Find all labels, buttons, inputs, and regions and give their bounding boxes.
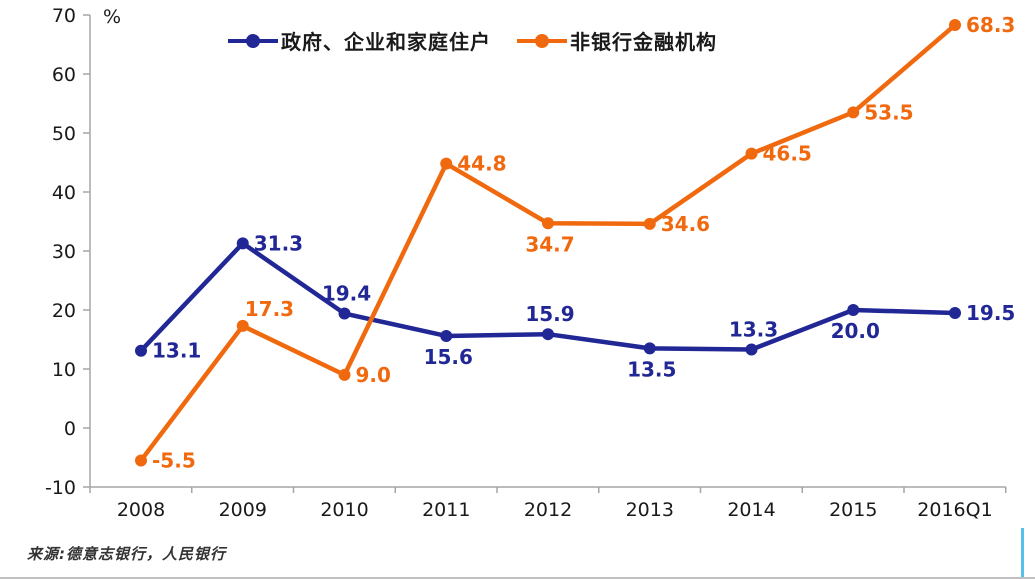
data-point-marker xyxy=(338,307,351,320)
legend-item-government-enterprises-households[interactable]: 政府、企业和家庭住户 xyxy=(228,26,491,55)
data-point-marker xyxy=(949,306,961,319)
data-point-label: 19.4 xyxy=(322,282,371,306)
data-point-label: 9.0 xyxy=(356,363,391,387)
line-dot-marker-icon xyxy=(517,33,567,48)
data-point-label: 34.7 xyxy=(525,232,574,256)
data-point-label: 13.1 xyxy=(152,339,201,363)
line-dot-marker-icon xyxy=(228,33,278,48)
data-point-label: 15.9 xyxy=(525,302,574,326)
data-point-label: 19.5 xyxy=(966,301,1015,325)
data-point-marker xyxy=(135,344,147,357)
data-point-label: 20.0 xyxy=(831,319,880,343)
data-point-marker xyxy=(542,328,554,341)
legend-label: 政府、企业和家庭住户 xyxy=(281,30,491,54)
y-axis-tick-label: 50 xyxy=(52,123,76,145)
x-axis-category-label: 2008 xyxy=(117,499,165,521)
data-point-label: 13.3 xyxy=(729,318,778,342)
x-axis-category-label: 2009 xyxy=(219,499,267,521)
data-point-marker xyxy=(643,342,656,355)
y-axis-tick-label: 10 xyxy=(52,359,76,381)
data-point-marker xyxy=(440,157,453,170)
data-point-marker xyxy=(542,217,554,230)
y-axis-tick-label: 0 xyxy=(64,418,76,440)
data-point-label: 15.6 xyxy=(424,345,473,369)
line-chart-plot-area: -10 0 10 20 30 40 50 60 70 2008 2009 2010 2011 2012 20… xyxy=(45,5,1015,521)
data-point-marker xyxy=(847,106,860,119)
data-point-marker xyxy=(440,329,453,342)
legend-item-nonbank-financial-institutions[interactable]: 非银行金融机构 xyxy=(517,26,717,55)
data-point-marker xyxy=(847,304,860,316)
window-scrollbar-artifact xyxy=(1021,528,1024,577)
y-axis-tick-label: 40 xyxy=(52,182,76,204)
y-axis-tick-label: 70 xyxy=(52,5,76,27)
legend-label: 非银行金融机构 xyxy=(570,30,717,54)
data-point-label: 13.5 xyxy=(627,357,676,381)
y-axis-tick-label: 20 xyxy=(52,300,76,322)
data-point-label: 44.8 xyxy=(457,152,506,176)
data-point-marker xyxy=(338,368,351,381)
source-note: 来源:德意志银行，人民银行 xyxy=(27,545,226,563)
x-axis-category-label: 2014 xyxy=(727,499,775,521)
x-axis-category-label: 2012 xyxy=(524,499,572,521)
y-axis-tick-label: 30 xyxy=(52,241,76,263)
data-point-marker xyxy=(135,454,147,467)
x-axis-category-label: 2013 xyxy=(626,499,674,521)
y-axis-unit-label: % xyxy=(103,6,122,28)
data-point-marker xyxy=(949,19,961,32)
window-bottom-edge xyxy=(0,577,1035,579)
data-point-label: 31.3 xyxy=(254,231,303,255)
y-axis-tick-label: 60 xyxy=(52,64,76,86)
x-axis-category-label: 2016Q1 xyxy=(917,499,992,521)
data-point-label: 17.3 xyxy=(245,297,294,321)
x-axis-category-label: 2015 xyxy=(829,499,877,521)
data-point-label: 68.3 xyxy=(966,13,1015,37)
data-point-marker xyxy=(236,319,249,332)
data-point-label: 34.6 xyxy=(661,212,710,236)
data-point-marker xyxy=(745,343,758,356)
data-point-label: -5.5 xyxy=(152,448,196,472)
data-point-label: 53.5 xyxy=(864,100,913,124)
data-point-marker xyxy=(643,217,656,230)
chart-legend: 政府、企业和家庭住户 非银行金融机构 xyxy=(228,26,717,55)
x-axis-category-label: 2010 xyxy=(320,499,368,521)
x-axis-category-label: 2011 xyxy=(422,499,470,521)
data-point-marker xyxy=(236,237,249,250)
y-axis-tick-label: -10 xyxy=(45,477,76,499)
data-point-marker xyxy=(745,147,758,160)
data-point-label: 46.5 xyxy=(763,142,812,166)
